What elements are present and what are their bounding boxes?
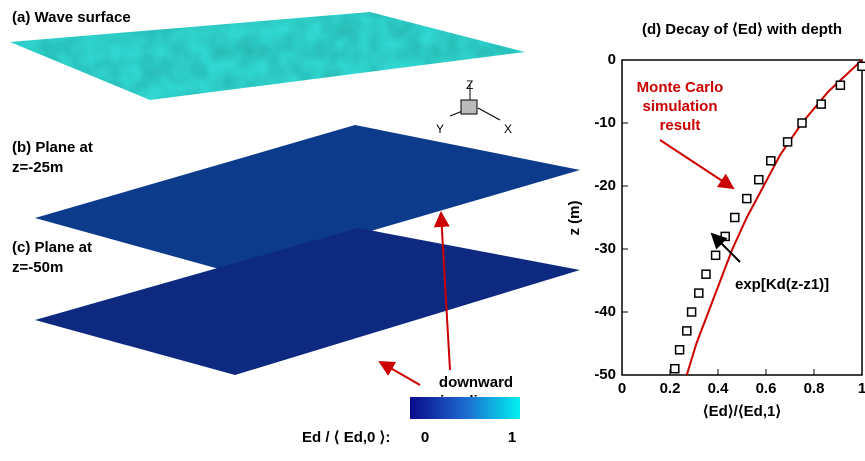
data-point (683, 327, 691, 335)
axis-label: Z (466, 78, 473, 92)
arrow (660, 140, 733, 188)
data-point (755, 176, 763, 184)
plane-c (35, 228, 580, 375)
axis-label: Y (436, 122, 444, 136)
data-point (702, 270, 710, 278)
data-point (712, 251, 720, 259)
x-axis-label: ⟨Ed⟩/⟨Ed,1⟩ (703, 403, 781, 420)
colorbar (410, 397, 520, 419)
y-tick-label: -10 (594, 114, 616, 131)
data-point (743, 195, 751, 203)
arrow (380, 362, 420, 385)
figure: (a) Wave surface (b) Plane at z=-25m (c)… (0, 0, 865, 456)
x-tick-label: 0 (618, 380, 626, 397)
data-point (695, 289, 703, 297)
x-tick-label: 0.4 (708, 380, 730, 397)
data-point (817, 100, 825, 108)
y-tick-label: -40 (594, 303, 616, 320)
panel-b-title: (b) Plane at (12, 139, 93, 156)
axis-label: X (504, 122, 512, 136)
panel-c-title: (c) Plane at (12, 239, 92, 256)
data-point (858, 62, 865, 70)
data-point (721, 232, 729, 240)
y-tick-label: 0 (608, 51, 616, 68)
data-point (767, 157, 775, 165)
x-tick-label: 0.8 (804, 380, 825, 397)
panel-a-title: (a) Wave surface (12, 9, 131, 26)
colorbar-tick: 1 (508, 429, 516, 446)
y-tick-label: -20 (594, 177, 616, 194)
axis-triad: Z Y X (436, 78, 512, 136)
data-point (798, 119, 806, 127)
colorbar-label: Ed / ⟨ Ed,0 ⟩: (302, 429, 390, 446)
data-point (688, 308, 696, 316)
y-tick-label: -50 (594, 366, 616, 383)
x-tick-label: 1 (858, 380, 865, 397)
panel-c-title: z=-50m (12, 259, 63, 276)
series-annotation: exp[Kd(z-z1)] (735, 276, 829, 293)
annotation: downward (439, 374, 513, 391)
chart-title: (d) Decay of ⟨Ed⟩ with depth (642, 21, 842, 38)
y-tick-label: -30 (594, 240, 616, 257)
data-point (671, 365, 679, 373)
panel-b-title: z=-25m (12, 159, 63, 176)
data-point (784, 138, 792, 146)
data-point (731, 214, 739, 222)
data-point (676, 346, 684, 354)
x-tick-label: 0.2 (660, 380, 681, 397)
colorbar-tick: 0 (421, 429, 429, 446)
x-tick-label: 0.6 (756, 380, 777, 397)
y-axis-label: z (m) (566, 201, 583, 236)
data-point (836, 81, 844, 89)
